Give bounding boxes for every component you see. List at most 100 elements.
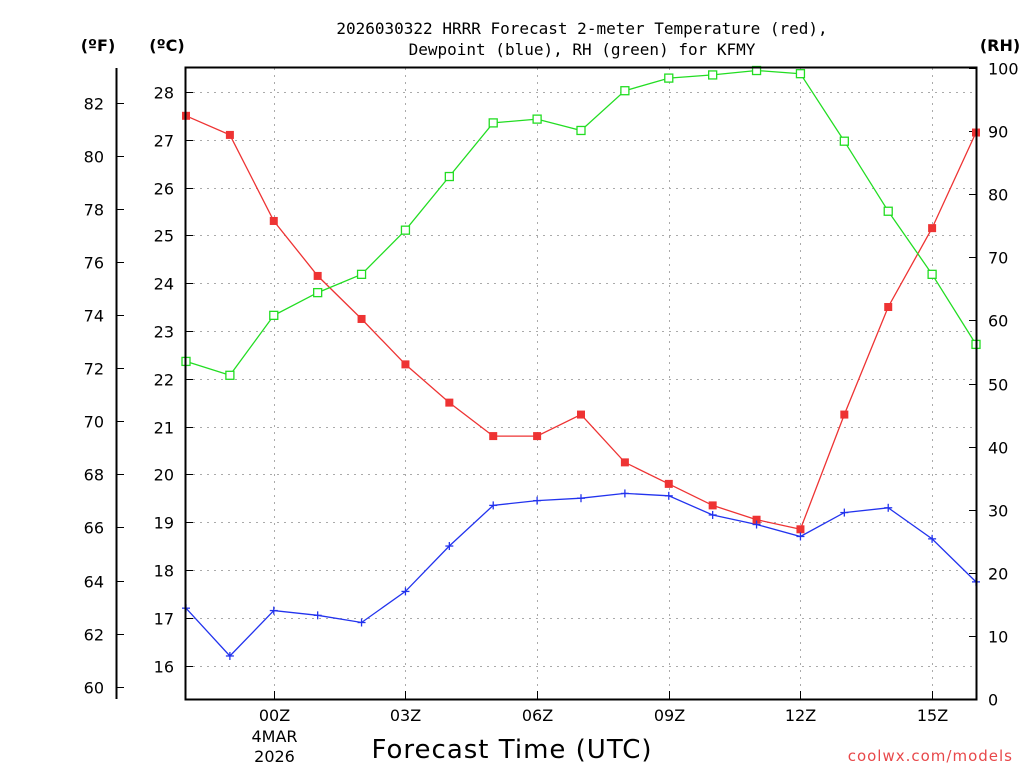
rh-tick-label: 80 [988, 186, 1008, 205]
rh-tick-label: 50 [988, 376, 1008, 395]
temperature-point [620, 458, 629, 467]
rh-point [313, 287, 323, 298]
dewpoint-point [533, 496, 542, 505]
grid-lines [186, 68, 976, 699]
temperature-point [884, 303, 893, 312]
temperature-point [752, 515, 761, 524]
fahrenheit-tick-label: 74 [84, 307, 104, 326]
rh-line [185, 69, 977, 377]
temperature-point [313, 271, 322, 280]
rh-point [532, 114, 542, 124]
chart-title-line2: Dewpoint (blue), RH (green) for KFMY [409, 40, 756, 59]
fahrenheit-tick-label: 82 [84, 95, 104, 114]
dewpoint-point [664, 491, 673, 500]
celsius-tick-label: 16 [154, 658, 174, 677]
temperature-point [269, 216, 278, 225]
celsius-tick-label: 28 [154, 84, 174, 103]
axes [115, 68, 976, 700]
dewpoint-point [269, 606, 278, 615]
celsius-tick-label: 18 [154, 562, 174, 581]
dewpoint-line [185, 492, 977, 657]
temperature-point [708, 501, 717, 510]
temperature-point [533, 432, 542, 441]
dewpoint-point [489, 501, 498, 510]
x-tick-label: 09Z [654, 706, 685, 725]
celsius-tick-label: 24 [154, 275, 174, 294]
fahrenheit-tick-label: 70 [84, 413, 104, 432]
celsius-tick-label: 25 [154, 227, 174, 246]
credit-text: coolwx.com/models [848, 747, 1013, 765]
x-date-label: 4MAR [251, 727, 297, 746]
temperature-point [357, 314, 366, 323]
fahrenheit-tick-label: 66 [84, 519, 104, 538]
rh-tick-label: 90 [988, 123, 1008, 142]
x-tick-label: 00Z [259, 706, 290, 725]
rh-point [269, 310, 279, 321]
temperature-point [577, 410, 585, 419]
rh-tick-label: 0 [988, 691, 998, 710]
celsius-tick-label: 20 [154, 466, 174, 485]
plot-frame [184, 66, 978, 701]
fahrenheit-tick-label: 76 [84, 254, 104, 273]
fahrenheit-unit-label: (ºF) [81, 36, 116, 55]
temperature-line [185, 115, 977, 531]
rh-tick-label: 10 [988, 628, 1008, 647]
rh-tick-label: 20 [988, 565, 1008, 584]
x-tick-label: 15Z [917, 706, 948, 725]
celsius-tick-label: 26 [154, 180, 174, 199]
fahrenheit-tick-label: 72 [84, 360, 104, 379]
series-markers [181, 65, 981, 660]
series-lines [185, 69, 977, 657]
temperature-point [840, 410, 849, 419]
fahrenheit-tick-label: 62 [84, 626, 104, 645]
rh-point [576, 125, 586, 136]
rh-point [620, 86, 630, 96]
dewpoint-point [620, 489, 629, 498]
celsius-tick-label: 19 [154, 514, 174, 533]
rh-point [795, 69, 806, 79]
celsius-tick-label: 21 [154, 419, 174, 438]
celsius-tick-label: 27 [154, 132, 174, 151]
rh-point [708, 70, 718, 80]
celsius-tick-label: 23 [154, 323, 174, 342]
rh-point [400, 225, 411, 235]
dewpoint-point [313, 611, 322, 620]
rh-unit-label: (RH) [980, 36, 1020, 55]
x-tick-label: 03Z [390, 706, 421, 725]
temperature-point [401, 360, 410, 369]
celsius-tick-label: 17 [154, 610, 174, 629]
dewpoint-point [708, 510, 717, 519]
rh-point [664, 73, 674, 83]
rh-point [883, 206, 893, 216]
chart-title-line1: 2026030322 HRRR Forecast 2-meter Tempera… [336, 19, 827, 38]
dewpoint-point [840, 508, 849, 517]
fahrenheit-tick-label: 80 [84, 148, 104, 167]
rh-point [356, 269, 367, 279]
celsius-unit-label: (ºC) [149, 36, 184, 55]
temperature-point [796, 525, 805, 534]
rh-tick-label: 40 [988, 439, 1008, 458]
rh-tick-label: 70 [988, 249, 1008, 268]
temperature-point [445, 398, 454, 407]
x-axis-title: Forecast Time (UTC) [371, 735, 652, 765]
temperature-point [489, 432, 498, 441]
fahrenheit-tick-label: 78 [84, 201, 104, 220]
rh-point [488, 118, 498, 128]
fahrenheit-tick-label: 64 [84, 573, 104, 592]
fahrenheit-tick-label: 60 [84, 679, 104, 698]
x-tick-label: 06Z [522, 706, 553, 725]
rh-point [927, 269, 937, 279]
dewpoint-point [752, 520, 761, 529]
rh-point [839, 136, 849, 146]
dewpoint-point [401, 587, 410, 596]
dewpoint-point [225, 651, 234, 660]
dewpoint-point [357, 618, 366, 627]
x-year-label: 2026 [254, 747, 295, 766]
temperature-point [928, 224, 937, 233]
rh-point [444, 171, 454, 182]
dewpoint-point [884, 503, 893, 512]
dewpoint-point [928, 534, 937, 543]
rh-tick-label: 30 [988, 502, 1008, 521]
